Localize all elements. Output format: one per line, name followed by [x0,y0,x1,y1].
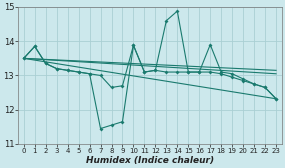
X-axis label: Humidex (Indice chaleur): Humidex (Indice chaleur) [86,156,214,164]
